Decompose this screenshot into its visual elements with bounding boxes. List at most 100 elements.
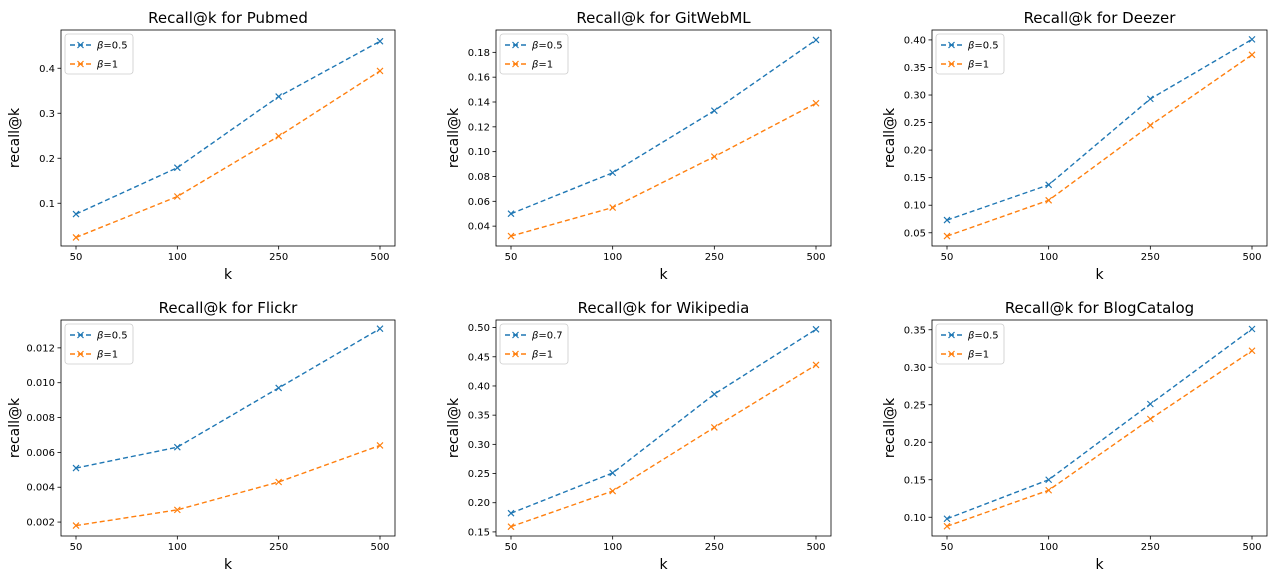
y-tick-label: 0.05 xyxy=(904,228,926,239)
data-point xyxy=(275,132,283,140)
x-axis-label: k xyxy=(659,557,668,573)
y-tick-label: 0.010 xyxy=(26,378,55,389)
y-axis-label: recall@k xyxy=(882,107,898,168)
y-tick-label: 0.45 xyxy=(468,352,490,363)
legend-value: =1 xyxy=(103,60,118,71)
y-tick-label: 0.04 xyxy=(468,222,490,233)
y-tick-label: 0.30 xyxy=(904,363,926,374)
plot-frame xyxy=(931,29,1268,247)
data-point xyxy=(507,523,515,531)
y-axis-label: recall@k xyxy=(882,397,898,458)
legend-marker xyxy=(948,331,955,339)
chart-title: Recall@k for BlogCatalog xyxy=(1005,299,1194,317)
legend-label: β=1 xyxy=(967,350,989,361)
y-tick-label: 0.35 xyxy=(904,63,926,74)
legend-value: =1 xyxy=(538,60,553,71)
legend-beta-symbol: β xyxy=(96,331,104,342)
legend-beta-symbol: β xyxy=(96,350,104,361)
data-point xyxy=(609,169,617,177)
legend-label: β=1 xyxy=(967,60,989,71)
x-tick-label: 250 xyxy=(705,542,724,553)
legend-marker xyxy=(512,60,519,68)
y-tick-label: 0.40 xyxy=(468,381,490,392)
legend-beta-symbol: β xyxy=(531,60,539,71)
y-tick-label: 0.25 xyxy=(904,118,926,129)
y-tick-label: 0.15 xyxy=(904,173,926,184)
series-line-0 xyxy=(75,328,381,469)
legend-beta-symbol: β xyxy=(967,331,975,342)
series-line-0 xyxy=(946,328,1253,520)
y-tick-label: 0.012 xyxy=(26,343,55,354)
data-point xyxy=(1248,347,1256,355)
y-tick-label: 0.30 xyxy=(468,440,490,451)
data-point xyxy=(609,204,617,211)
legend-beta-symbol: β xyxy=(96,41,104,52)
chart-5: Recall@k for BlogCatalog 50 100 250 500 0.10 0… xyxy=(882,299,1268,573)
legend-value: =0.5 xyxy=(974,331,998,342)
y-axis-label: recall@k xyxy=(446,107,462,168)
data-point xyxy=(1248,325,1256,333)
series-line-0 xyxy=(510,328,817,514)
data-point xyxy=(1045,486,1053,494)
y-tick-label: 0.008 xyxy=(26,413,55,424)
legend-marker xyxy=(512,41,519,49)
x-tick-label: 50 xyxy=(70,252,83,263)
y-tick-label: 0.002 xyxy=(26,518,55,529)
chart-title: Recall@k for Flickr xyxy=(159,299,298,317)
data-point xyxy=(72,464,80,472)
legend-label: β=0.5 xyxy=(531,41,563,52)
data-point xyxy=(710,423,718,431)
legend-label: β=1 xyxy=(96,60,118,71)
data-point xyxy=(72,522,80,529)
plot-frame xyxy=(931,319,1268,537)
data-point xyxy=(943,216,951,224)
data-point xyxy=(1146,400,1154,408)
data-point xyxy=(173,193,181,200)
y-tick-label: 0.06 xyxy=(468,197,490,208)
plot-frame xyxy=(495,29,832,247)
y-tick-label: 0.40 xyxy=(904,35,926,46)
x-axis-label: k xyxy=(224,557,233,573)
y-tick-label: 0.35 xyxy=(904,325,926,336)
y-tick-label: 0.30 xyxy=(904,91,926,102)
y-tick-label: 0.006 xyxy=(26,448,55,459)
data-point xyxy=(275,478,283,486)
chart-title: Recall@k for Deezer xyxy=(1024,9,1177,27)
data-point xyxy=(1045,196,1053,204)
y-tick-label: 0.20 xyxy=(904,146,926,157)
data-point xyxy=(1045,181,1053,189)
legend-beta-symbol: β xyxy=(96,60,104,71)
y-tick-label: 0.3 xyxy=(39,109,55,120)
series-line-1 xyxy=(946,54,1253,237)
legend-marker xyxy=(77,41,84,49)
y-tick-label: 0.2 xyxy=(39,154,55,165)
legend-marker xyxy=(948,350,955,358)
x-tick-label: 250 xyxy=(1141,542,1160,553)
x-tick-label: 250 xyxy=(705,252,724,263)
data-point xyxy=(275,93,283,101)
legend-marker xyxy=(512,331,519,339)
data-point xyxy=(173,443,181,451)
chart-3: Recall@k for Flickr 50 100 250 500 0.002 0.004… xyxy=(7,299,396,573)
plot-frame xyxy=(60,29,396,247)
x-tick-label: 100 xyxy=(603,542,622,553)
x-axis-label: k xyxy=(659,267,668,283)
y-tick-label: 0.50 xyxy=(468,323,490,334)
legend-value: =0.5 xyxy=(103,41,127,52)
x-tick-label: 100 xyxy=(168,542,187,553)
data-point xyxy=(812,36,820,44)
series-line-1 xyxy=(75,70,381,239)
legend-value: =0.5 xyxy=(974,41,998,52)
y-tick-label: 0.16 xyxy=(468,73,490,84)
legend-value: =0.5 xyxy=(538,41,562,52)
x-tick-label: 50 xyxy=(505,252,518,263)
y-tick-label: 0.14 xyxy=(468,98,490,109)
y-tick-label: 0.20 xyxy=(468,498,490,509)
legend-marker xyxy=(512,350,519,358)
y-tick-label: 0.10 xyxy=(904,201,926,212)
plot-frame xyxy=(495,319,832,537)
data-point xyxy=(72,210,80,218)
x-tick-label: 50 xyxy=(941,252,954,263)
x-tick-label: 100 xyxy=(168,252,187,263)
chart-title: Recall@k for Wikipedia xyxy=(578,299,750,317)
